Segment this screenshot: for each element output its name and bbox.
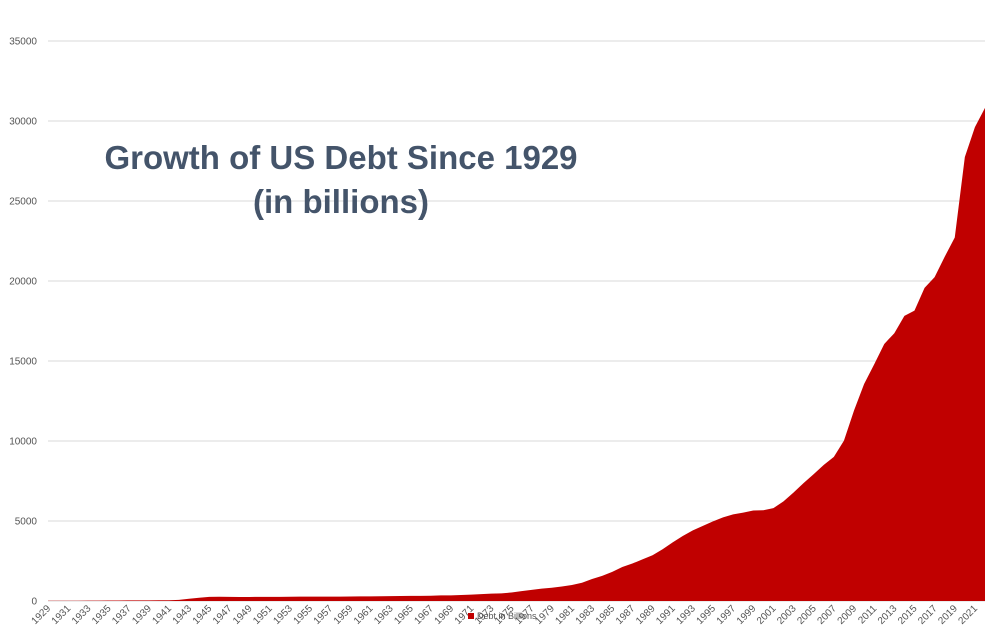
- x-tick-label: 1937: [110, 603, 134, 627]
- x-tick-label: 1989: [634, 603, 658, 627]
- x-tick-label: 1949: [231, 603, 255, 627]
- y-tick-label: 5000: [15, 517, 38, 528]
- x-tick-label: 1953: [271, 603, 295, 627]
- x-tick-label: 1947: [211, 603, 235, 627]
- x-tick-label: 1999: [735, 603, 759, 627]
- debt-area-series: [48, 107, 985, 601]
- x-tick-label: 1983: [574, 603, 598, 627]
- x-tick-label: 2011: [856, 603, 879, 626]
- y-tick-label: 15000: [9, 357, 37, 368]
- x-tick-label: 2009: [836, 603, 860, 627]
- legend-label: Debt in Billions: [477, 611, 537, 621]
- x-tick-label: 2017: [916, 603, 940, 627]
- x-tick-label: 2015: [896, 603, 920, 627]
- legend-swatch: [468, 613, 474, 619]
- x-tick-label: 1955: [292, 603, 316, 627]
- x-tick-label: 1939: [130, 603, 154, 627]
- y-tick-label: 35000: [9, 37, 37, 48]
- x-tick-label: 1961: [352, 603, 376, 627]
- gridlines: [48, 40, 985, 602]
- y-tick-label: 0: [31, 597, 37, 608]
- x-tick-label: 1985: [594, 603, 618, 627]
- x-tick-label: 1969: [433, 603, 457, 627]
- x-tick-label: 1943: [171, 603, 195, 627]
- x-tick-label: 2005: [795, 603, 819, 627]
- y-axis-tick-labels: 0 5000 10000 15000 20000 25000 30000 35000: [9, 37, 37, 608]
- x-tick-label: 2013: [876, 603, 900, 627]
- y-tick-label: 20000: [9, 277, 37, 288]
- x-tick-label: 1959: [332, 603, 356, 627]
- x-tick-label: 2003: [775, 603, 799, 627]
- x-tick-label: 1981: [554, 603, 578, 627]
- y-tick-label: 30000: [9, 117, 37, 128]
- x-tick-label: 1957: [312, 603, 336, 627]
- legend: Debt in Billions: [468, 611, 537, 621]
- x-tick-label: 2021: [957, 603, 981, 627]
- x-tick-label: 1967: [412, 603, 436, 627]
- x-tick-label: 1933: [70, 603, 94, 627]
- x-tick-label: 1941: [151, 603, 175, 627]
- x-tick-label: 2001: [755, 603, 779, 627]
- x-tick-label: 1995: [695, 603, 719, 627]
- x-tick-label: 2019: [936, 603, 960, 627]
- x-tick-label: 1931: [50, 603, 74, 627]
- chart-title: Growth of US Debt Since 1929: [104, 139, 577, 176]
- x-tick-label: 1963: [372, 603, 396, 627]
- x-tick-label: 1935: [90, 603, 114, 627]
- x-tick-label: 1997: [715, 603, 739, 627]
- x-tick-label: 1965: [392, 603, 416, 627]
- x-tick-label: 2007: [815, 603, 839, 627]
- x-tick-label: 1991: [654, 603, 678, 627]
- x-tick-label: 1993: [674, 603, 698, 627]
- x-tick-label: 1987: [614, 603, 638, 627]
- y-tick-label: 25000: [9, 197, 37, 208]
- chart-subtitle: (in billions): [253, 183, 429, 220]
- y-tick-label: 10000: [9, 437, 37, 448]
- x-tick-label: 1979: [533, 603, 557, 627]
- x-tick-label: 1951: [251, 603, 275, 627]
- x-tick-label: 1945: [191, 603, 215, 627]
